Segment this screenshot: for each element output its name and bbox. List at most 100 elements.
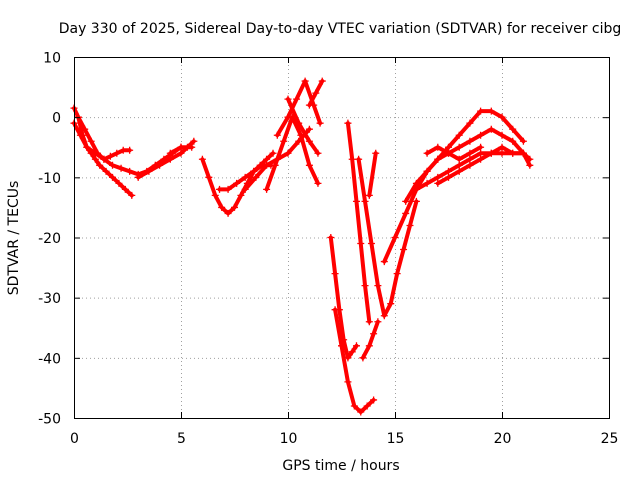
axis-ticks: 0 5 10 15 20 25 -50 -40 -30 -20 -10 0 10 (38, 51, 618, 448)
x-tick-label: 20 (494, 431, 512, 447)
data-point (365, 191, 373, 199)
data-point (106, 152, 114, 160)
data-point (241, 185, 249, 193)
data-point (83, 143, 91, 151)
data-point (477, 131, 485, 139)
data-point (357, 408, 365, 416)
data-point (177, 143, 185, 151)
data-point (273, 131, 281, 139)
data-point (305, 161, 313, 169)
data-point (297, 131, 305, 139)
data-point (109, 173, 117, 181)
data-point (393, 270, 401, 278)
data-point (344, 119, 352, 127)
data-point (445, 173, 452, 181)
grid (74, 57, 609, 418)
series-s17 (359, 318, 382, 362)
data-point (370, 396, 378, 404)
series-s3 (74, 113, 134, 163)
data-point (466, 161, 474, 169)
data-point (87, 137, 95, 145)
data-point (271, 161, 279, 169)
data-point (406, 221, 414, 229)
data-point (380, 312, 388, 320)
series-trace (72, 121, 183, 177)
y-tick-label: 10 (43, 51, 61, 67)
data-point (314, 179, 322, 187)
data-point (218, 203, 226, 211)
data-point (434, 155, 442, 163)
data-point (361, 197, 369, 205)
data-point (498, 131, 506, 139)
data-point (374, 318, 382, 326)
x-tick-label: 25 (601, 431, 619, 447)
data-point (372, 149, 380, 157)
series-s5 (166, 143, 196, 157)
series-s16 (355, 155, 420, 320)
series-trace (345, 121, 372, 324)
series-trace (286, 97, 320, 156)
data-point (445, 149, 452, 157)
data-point (412, 185, 420, 193)
data-point (301, 77, 309, 85)
data-point (284, 149, 292, 157)
data-point (224, 209, 232, 217)
series-trace (360, 319, 380, 360)
data-point (498, 149, 506, 157)
data-point (487, 149, 495, 157)
y-tick-label: -40 (38, 351, 61, 367)
x-tick-label: 10 (280, 431, 298, 447)
data-point (190, 137, 198, 145)
data-point (455, 161, 463, 169)
data-point (387, 300, 395, 308)
data-point (391, 234, 399, 241)
data-point (263, 155, 271, 163)
data-point (81, 125, 89, 133)
data-point (466, 119, 474, 127)
data-point (455, 131, 463, 139)
series-trace (356, 157, 419, 318)
series-s14 (331, 306, 378, 416)
chart-title: Day 330 of 2025, Sidereal Day-to-day VTE… (59, 21, 622, 37)
data-point (455, 155, 463, 163)
data-point (370, 330, 378, 338)
series-s11 (284, 95, 322, 157)
data-point (374, 282, 382, 290)
data-point (305, 125, 313, 133)
data-point (365, 318, 373, 326)
data-point (314, 149, 322, 157)
data-point (477, 149, 485, 157)
data-point (477, 107, 485, 115)
data-point (509, 149, 517, 157)
data-point (198, 155, 206, 163)
series-trace (403, 109, 526, 204)
data-point (380, 258, 388, 266)
y-tick-label: -20 (38, 231, 61, 247)
data-point (94, 149, 102, 157)
series-trace (275, 79, 323, 138)
data-series (70, 77, 534, 416)
data-point (331, 306, 339, 314)
series-s20 (402, 107, 527, 205)
data-point (318, 77, 326, 85)
data-point (205, 173, 213, 181)
data-point (241, 173, 249, 181)
data-point (348, 348, 356, 356)
data-point (263, 161, 271, 169)
data-point (280, 137, 288, 145)
data-point (423, 179, 431, 187)
series-s10 (273, 77, 324, 139)
data-point (134, 173, 142, 181)
data-point (498, 113, 506, 121)
y-axis-title: SDTVAR / TECUs (6, 181, 22, 296)
data-point (352, 342, 360, 350)
x-tick-label: 5 (177, 431, 186, 447)
data-point (519, 137, 527, 145)
data-point (348, 155, 356, 163)
data-point (402, 209, 410, 217)
data-point (327, 234, 335, 241)
data-point (233, 179, 241, 187)
data-point (445, 143, 452, 151)
data-point (166, 155, 174, 163)
